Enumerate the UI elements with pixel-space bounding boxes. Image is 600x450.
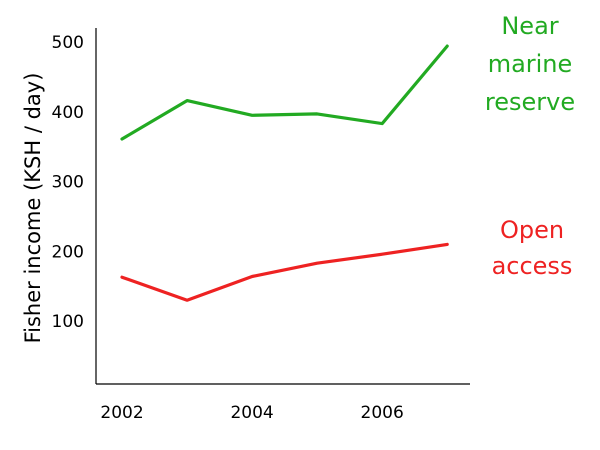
y-tick-label: 400 (52, 103, 84, 123)
y-tick-label: 300 (52, 173, 84, 193)
y-tick-labels: 100 200 300 400 500 (52, 33, 84, 332)
series-lines (120, 44, 449, 302)
series-label-line: Near (501, 12, 558, 40)
y-axis-label: Fisher income (KSH / day) (21, 73, 45, 344)
series-label-line: access (492, 252, 573, 280)
x-axis: 2002 2004 2006 (96, 383, 470, 423)
series-line-0 (120, 44, 449, 141)
x-tick-labels: 2002 2004 2006 (100, 403, 403, 423)
series-line-1 (120, 242, 449, 302)
x-tick-label: 2006 (361, 403, 404, 423)
y-tick-label: 100 (52, 312, 84, 332)
x-tick-label: 2002 (100, 403, 143, 423)
series-label-0: Near marine reserve (485, 12, 575, 116)
series-label-1: Open access (492, 216, 573, 280)
y-tick-label: 200 (52, 242, 84, 262)
series-label-line: marine (488, 50, 573, 78)
x-tick-label: 2004 (230, 403, 273, 423)
series-label-line: Open (500, 216, 564, 244)
series-labels: Near marine reserve Open access (485, 12, 575, 280)
y-tick-label: 500 (52, 33, 84, 53)
series-label-line: reserve (485, 88, 575, 116)
y-axis: 100 200 300 400 500 (52, 28, 97, 384)
